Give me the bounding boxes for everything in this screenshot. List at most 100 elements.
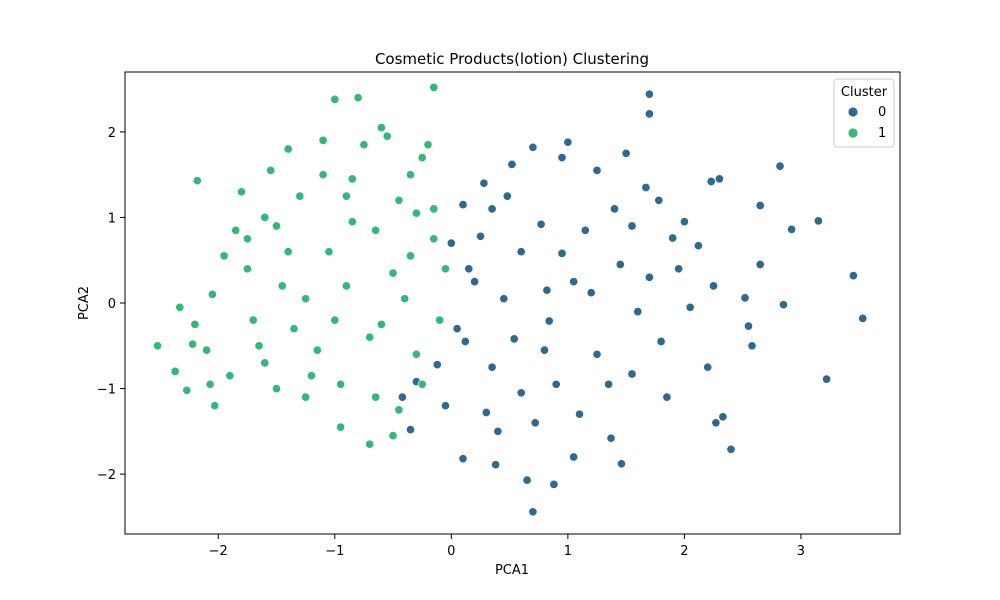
- point-cluster-1-67: [411, 208, 421, 218]
- point-cluster-1-2: [175, 302, 185, 312]
- point-cluster-0-8: [787, 224, 797, 234]
- point-cluster-1-13: [271, 221, 282, 231]
- y-tick-label: −2: [97, 468, 116, 483]
- point-cluster-1-30: [435, 315, 445, 325]
- y-axis-label: PCA2: [77, 286, 92, 320]
- point-cluster-1-68: [330, 315, 340, 325]
- point-cluster-1-37: [295, 191, 305, 201]
- x-tick-label: 2: [680, 544, 688, 559]
- point-cluster-0-80: [460, 336, 470, 347]
- point-cluster-1-59: [301, 294, 311, 304]
- point-cluster-1-44: [306, 371, 317, 381]
- point-cluster-0-29: [549, 479, 559, 489]
- point-cluster-0-24: [627, 369, 637, 379]
- point-cluster-1-11: [260, 358, 270, 368]
- point-cluster-0-12: [726, 444, 736, 454]
- point-cluster-0-83: [493, 426, 503, 436]
- point-cluster-1-61: [190, 319, 200, 329]
- point-cluster-1-34: [324, 247, 334, 257]
- point-cluster-0-23: [693, 241, 703, 251]
- point-cluster-0-14: [711, 418, 721, 428]
- point-cluster-1-49: [347, 217, 357, 227]
- point-cluster-1-1: [170, 366, 180, 376]
- point-cluster-1-22: [376, 319, 386, 329]
- point-cluster-1-42: [371, 392, 381, 402]
- points-layer: [153, 82, 868, 517]
- point-cluster-1-18: [330, 94, 340, 104]
- x-tick-label: −1: [325, 544, 344, 559]
- point-cluster-0-18: [740, 293, 750, 303]
- point-cluster-1-63: [254, 341, 264, 351]
- point-cluster-0-20: [641, 182, 651, 193]
- point-cluster-1-53: [271, 384, 282, 394]
- point-cluster-0-13: [718, 412, 728, 422]
- point-cluster-0-17: [778, 300, 789, 310]
- point-cluster-1-54: [365, 332, 375, 342]
- point-cluster-1-66: [341, 191, 351, 201]
- x-tick-label: −2: [209, 544, 228, 559]
- point-cluster-0-42: [452, 324, 462, 334]
- point-cluster-0-81: [542, 285, 552, 295]
- legend-label-0: 0: [878, 105, 886, 120]
- point-cluster-0-4: [714, 174, 724, 184]
- point-cluster-0-34: [544, 316, 554, 326]
- point-cluster-1-23: [388, 431, 398, 441]
- point-cluster-0-84: [679, 217, 689, 227]
- point-cluster-0-65: [569, 277, 579, 287]
- point-cluster-0-19: [755, 259, 765, 270]
- point-cluster-0-10: [858, 313, 868, 323]
- point-cluster-1-46: [260, 212, 270, 222]
- point-cluster-1-24: [365, 439, 375, 449]
- point-cluster-0-52: [685, 302, 695, 312]
- point-cluster-0-77: [551, 379, 561, 389]
- point-cluster-1-0: [153, 341, 163, 351]
- point-cluster-0-38: [557, 248, 567, 258]
- point-cluster-0-82: [644, 272, 654, 282]
- point-cluster-0-1: [644, 109, 654, 119]
- point-cluster-1-65: [283, 144, 293, 154]
- point-cluster-0-66: [487, 362, 497, 372]
- point-cluster-0-32: [569, 452, 579, 462]
- point-cluster-0-27: [522, 475, 532, 485]
- point-cluster-1-50: [388, 268, 398, 278]
- y-tick-label: 1: [108, 211, 116, 226]
- point-cluster-0-55: [507, 159, 517, 169]
- point-cluster-1-10: [242, 264, 252, 274]
- point-cluster-0-64: [708, 281, 719, 291]
- point-cluster-0-79: [609, 204, 620, 214]
- point-cluster-0-76: [703, 362, 713, 372]
- point-cluster-0-43: [432, 360, 442, 370]
- point-cluster-0-7: [813, 216, 823, 226]
- point-cluster-1-12: [266, 165, 276, 175]
- point-cluster-0-31: [458, 454, 468, 464]
- point-cluster-1-39: [382, 131, 392, 141]
- point-cluster-0-60: [499, 294, 509, 304]
- point-cluster-1-33: [312, 345, 322, 355]
- point-cluster-0-53: [592, 165, 602, 175]
- point-cluster-1-17: [318, 135, 328, 145]
- point-cluster-1-43: [336, 422, 346, 432]
- point-cluster-0-69: [633, 307, 643, 317]
- point-cluster-1-38: [359, 140, 369, 150]
- point-cluster-1-48: [202, 345, 212, 355]
- point-cluster-1-20: [347, 174, 357, 184]
- point-cluster-1-8: [207, 289, 217, 299]
- point-cluster-1-14: [277, 281, 287, 291]
- y-tick-label: 0: [108, 297, 116, 312]
- point-cluster-1-62: [394, 405, 404, 415]
- point-cluster-0-61: [539, 345, 550, 355]
- point-cluster-1-31: [394, 195, 404, 205]
- x-axis: −2 −1 0 1 2 3: [209, 534, 805, 559]
- point-cluster-0-2: [621, 148, 631, 158]
- point-cluster-0-70: [592, 349, 602, 359]
- legend-label-1: 1: [878, 126, 886, 141]
- point-cluster-0-46: [405, 425, 416, 435]
- point-cluster-1-32: [341, 281, 351, 291]
- point-cluster-0-45: [397, 392, 407, 402]
- legend-marker-1: [847, 127, 859, 139]
- point-cluster-1-3: [182, 385, 192, 395]
- point-cluster-0-51: [656, 336, 666, 347]
- point-cluster-1-56: [405, 170, 416, 180]
- x-tick-label: 0: [447, 544, 455, 559]
